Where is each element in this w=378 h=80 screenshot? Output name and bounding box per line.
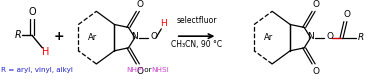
Text: NHSI: NHSI bbox=[151, 67, 169, 73]
Text: N: N bbox=[307, 32, 314, 41]
Text: N: N bbox=[132, 32, 138, 41]
Text: Ar: Ar bbox=[88, 33, 97, 42]
Text: or: or bbox=[142, 67, 153, 73]
Text: R: R bbox=[358, 33, 364, 42]
Text: selectfluor: selectfluor bbox=[176, 16, 217, 25]
Text: O: O bbox=[136, 0, 144, 9]
Text: O: O bbox=[326, 32, 333, 41]
Text: NHPI: NHPI bbox=[127, 67, 144, 73]
Text: R: R bbox=[15, 30, 22, 40]
Text: CH₃CN, 90 °C: CH₃CN, 90 °C bbox=[171, 40, 222, 49]
Text: O: O bbox=[28, 7, 36, 17]
Text: O: O bbox=[136, 67, 144, 76]
Text: O: O bbox=[312, 67, 319, 76]
Text: R = aryl, vinyl, alkyl: R = aryl, vinyl, alkyl bbox=[1, 67, 73, 73]
Text: H: H bbox=[42, 46, 49, 56]
Text: O: O bbox=[150, 32, 157, 41]
Text: +: + bbox=[53, 30, 64, 43]
Text: H: H bbox=[161, 19, 167, 28]
Text: Ar: Ar bbox=[264, 33, 273, 42]
Text: O: O bbox=[344, 10, 351, 19]
Text: O: O bbox=[312, 0, 319, 9]
